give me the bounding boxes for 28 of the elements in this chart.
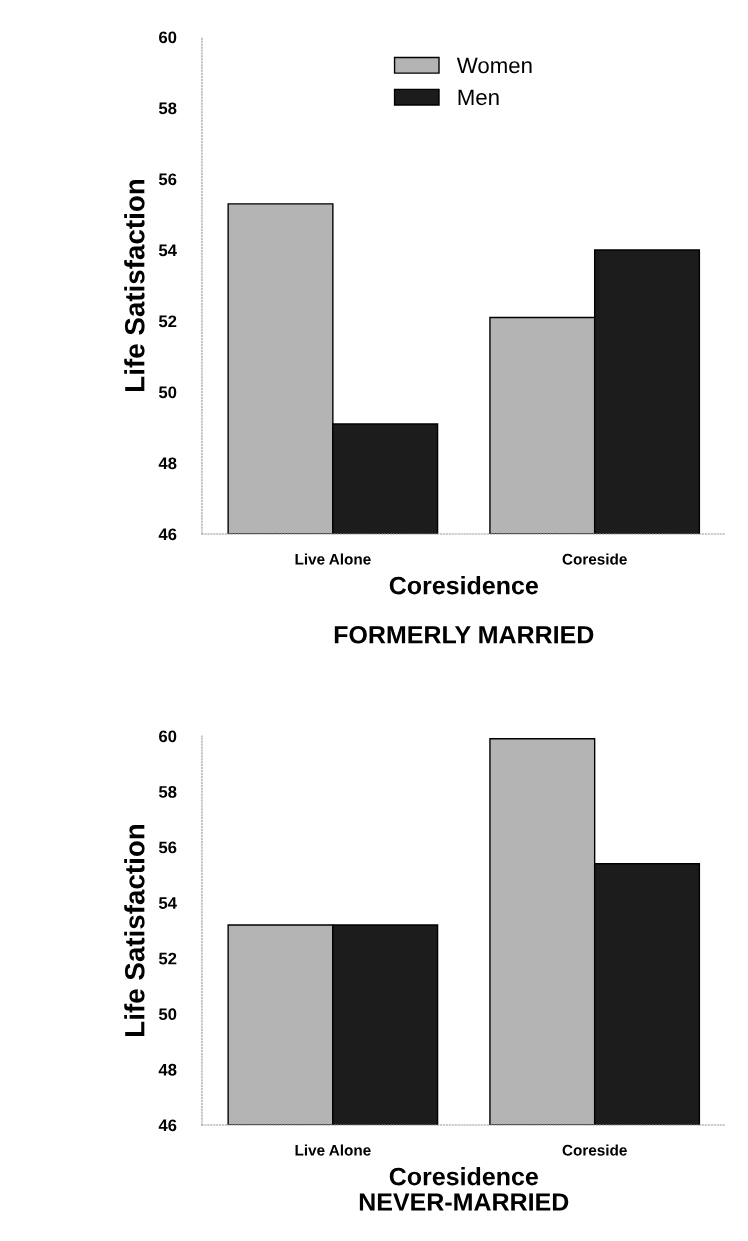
y-axis-title: Life Satisfaction [124, 824, 145, 1036]
y-tick-label: 52 [158, 952, 177, 965]
x-axis-title: Coresidence [389, 576, 538, 595]
y-tick-label: 50 [158, 1008, 177, 1021]
y-tick-label: 54 [158, 897, 177, 909]
y-tick-label: 58 [158, 102, 177, 115]
x-tick-label: Coreside [562, 553, 627, 565]
legend-label: Women [456, 57, 532, 74]
y-tick-label: 56 [158, 173, 177, 186]
y-tick-label: 60 [159, 31, 177, 44]
text: FORMERLY MARRIED [334, 625, 594, 644]
y-tick-label: 48 [158, 457, 177, 470]
y-axis-title: Life Satisfaction [124, 179, 145, 391]
y-tick-label: 58 [158, 785, 177, 798]
y-tick-label: 50 [158, 386, 177, 399]
y-tick-label: 52 [158, 315, 177, 328]
y-tick-label: 48 [158, 1063, 177, 1076]
y-tick-label: 60 [159, 730, 177, 743]
legend-label: Men [458, 89, 499, 106]
text: NEVER-MARRIED [359, 1193, 569, 1211]
y-tick-label: 46 [158, 528, 177, 541]
x-tick-label: Live Alone [295, 553, 371, 565]
y-tick-label: 54 [158, 244, 177, 257]
x-tick-label: Coreside [562, 1144, 627, 1156]
y-tick-label: 46 [158, 1119, 177, 1132]
y-tick-label: 56 [158, 841, 177, 854]
x-axis-title: Coresidence [389, 1167, 538, 1186]
x-tick-label: Live Alone [295, 1144, 371, 1156]
